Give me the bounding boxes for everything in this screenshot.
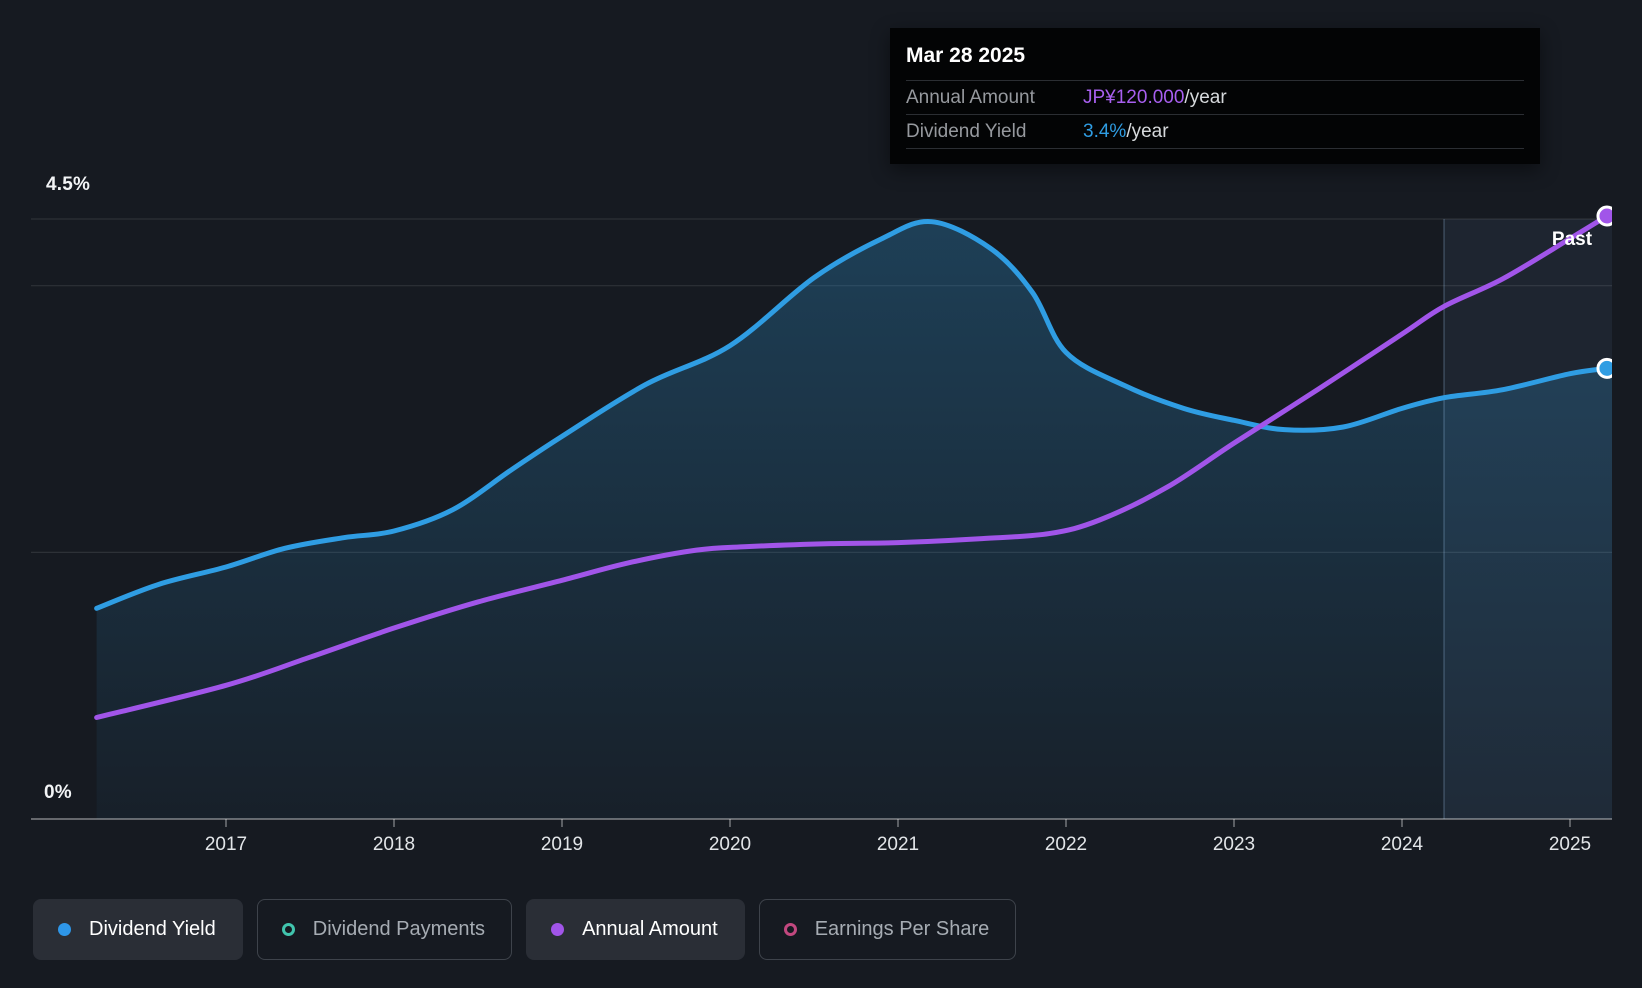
plot-area[interactable]: [31, 205, 1642, 820]
x-axis-label: 2024: [1381, 834, 1424, 855]
x-axis-label: 2017: [205, 834, 247, 855]
dividend-yield-end-marker[interactable]: [1596, 357, 1616, 379]
legend-label: Earnings Per Share: [814, 918, 990, 940]
legend-label: Dividend Payments: [312, 918, 486, 940]
dividend-yield-line: [94, 219, 1610, 611]
tooltip-divider: [906, 148, 1524, 149]
past-region-label: Past: [1551, 229, 1593, 250]
chart-tooltip: Mar 28 2025 Annual Amount JP¥120.000 /ye…: [890, 28, 1540, 164]
tooltip-value: 3.4%: [1083, 120, 1127, 142]
annual-amount-line: [94, 213, 1610, 720]
legend-label: Dividend Yield: [89, 918, 216, 940]
x-axis: 2017 2018 2019 2020 2021 2022 2023 2024 2025: [205, 819, 1591, 855]
x-axis-label: 2018: [373, 834, 415, 855]
legend-label: Annual Amount: [582, 918, 718, 940]
x-axis-label: 2019: [541, 834, 583, 855]
legend-toggle-dividend-payments[interactable]: Dividend Payments: [256, 899, 513, 960]
y-axis-zero-label: 0%: [44, 782, 72, 803]
annual-amount-end-marker[interactable]: [1596, 205, 1616, 227]
tooltip-row-dividend-yield: Dividend Yield 3.4% /year: [906, 115, 1524, 148]
tooltip-divider: [906, 114, 1524, 115]
x-axis-label: 2025: [1549, 834, 1591, 855]
tooltip-value-suffix: /year: [1184, 86, 1227, 108]
y-axis-max-label: 4.5%: [46, 174, 91, 195]
tooltip-label: Annual Amount: [906, 86, 1035, 108]
legend-marker-icon: [783, 923, 797, 936]
tooltip-label: Dividend Yield: [906, 120, 1027, 142]
x-axis-label: 2021: [877, 834, 919, 855]
chart-legend: Dividend Yield Dividend Payments Annual Am…: [33, 899, 1017, 960]
tooltip-row-annual-amount: Annual Amount JP¥120.000 /year: [906, 81, 1524, 114]
legend-toggle-earnings-per-share[interactable]: Earnings Per Share: [758, 899, 1017, 960]
legend-marker-icon: [58, 923, 71, 936]
tooltip-date: Mar 28 2025: [906, 44, 1026, 67]
tooltip-value-suffix: /year: [1126, 120, 1169, 142]
legend-marker-icon: [551, 923, 565, 936]
legend-marker-icon: [281, 923, 295, 936]
x-axis-label: 2020: [709, 834, 751, 855]
x-axis-label: 2022: [1045, 834, 1087, 855]
tooltip-value: JP¥120.000: [1083, 86, 1185, 108]
legend-toggle-annual-amount[interactable]: Annual Amount: [526, 899, 745, 960]
legend-toggle-dividend-yield[interactable]: Dividend Yield: [33, 899, 243, 960]
yield-area-fill: [96, 221, 1612, 819]
tooltip-divider: [906, 80, 1524, 81]
x-axis-label: 2023: [1213, 834, 1255, 855]
